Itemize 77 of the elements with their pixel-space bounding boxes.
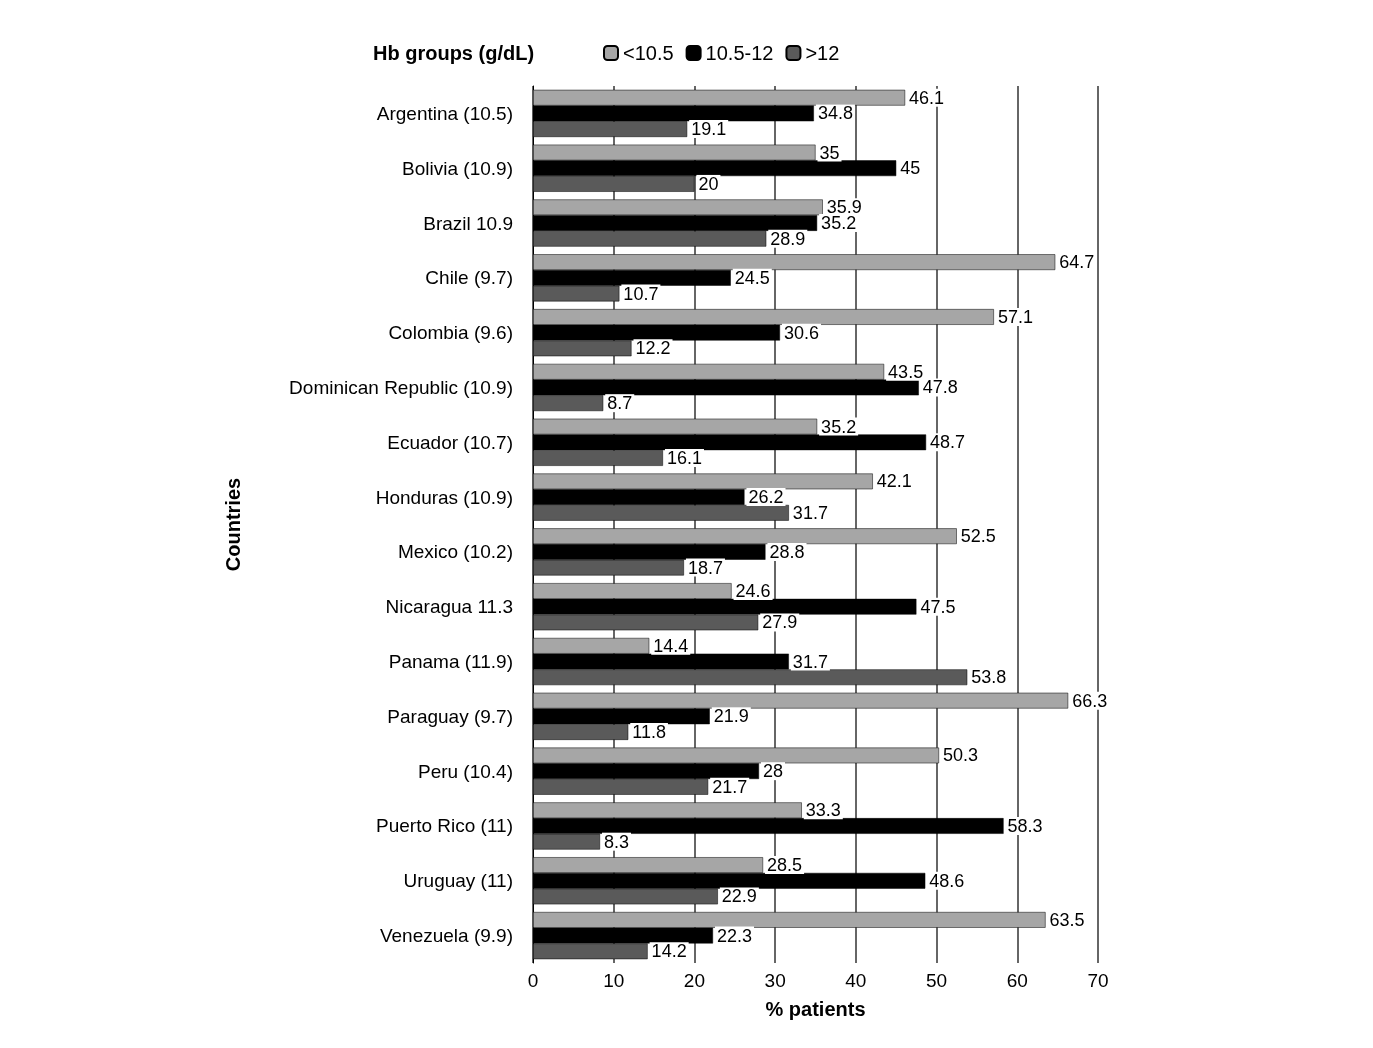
y-tick-label: Venezuela (9.9) (379, 925, 513, 947)
x-tick-label: 10 (603, 970, 625, 991)
data-label: 28 (763, 761, 784, 782)
data-label: 30.6 (783, 322, 820, 343)
y-tick-label: Peru (10.4) (417, 760, 513, 782)
data-label: 35 (819, 142, 840, 163)
data-label: 58.3 (1007, 815, 1043, 836)
legend-label: 10.5-12 (705, 42, 774, 64)
y-tick-label: Mexico (10.2) (397, 541, 513, 563)
data-label: 18.7 (687, 557, 723, 578)
y-axis-title: Countries (222, 477, 244, 572)
data-label: 57.1 (997, 306, 1033, 327)
x-tick-label: 50 (926, 970, 948, 991)
data-label: 14.4 (653, 635, 689, 656)
data-label: 12.2 (635, 338, 671, 359)
x-tick-label: 70 (1087, 970, 1109, 991)
data-label: 31.7 (792, 502, 828, 523)
data-label: 47.8 (922, 377, 958, 398)
x-tick-label: 20 (683, 970, 705, 991)
data-label: 19.1 (691, 119, 727, 140)
x-tick-label: 30 (764, 970, 786, 991)
y-tick-label: Puerto Rico (11) (376, 815, 513, 837)
y-tick-label: Argentina (10.5) (376, 102, 513, 124)
y-tick-label: Dominican Republic (10.9) (289, 376, 513, 398)
data-label: 26.2 (748, 487, 784, 508)
data-label: 47.5 (920, 596, 956, 617)
y-tick-label: Bolivia (10.9) (402, 157, 513, 179)
data-label: 33.3 (805, 800, 841, 821)
y-tick-label: Uruguay (11) (403, 870, 513, 892)
y-tick-label: Brazil 10.9 (423, 212, 513, 234)
data-label: 35.2 (821, 416, 857, 437)
data-label: 53.8 (971, 667, 1007, 688)
legend-label: <10.5 (623, 42, 674, 64)
data-label: 27.9 (762, 612, 798, 633)
y-tick-label: Ecuador (10.7) (387, 431, 513, 453)
data-label: 24.6 (735, 581, 771, 602)
data-label: 64.7 (1059, 252, 1095, 273)
data-label: 21.7 (712, 776, 748, 797)
y-tick-label: Panama (11.9) (388, 651, 513, 673)
y-tick-label: Honduras (10.9) (375, 486, 513, 508)
data-label: 28.5 (767, 855, 803, 876)
data-label: 8.3 (603, 831, 630, 852)
x-tick-label: 60 (1006, 970, 1028, 991)
data-label: 21.9 (713, 706, 749, 727)
data-label: 35.2 (821, 213, 857, 234)
data-label: 14.2 (651, 941, 687, 962)
data-label: 31.7 (792, 651, 828, 672)
y-tick-label: Chile (9.7) (425, 267, 513, 289)
data-label: 43.5 (888, 361, 924, 382)
data-label: 11.8 (632, 722, 666, 743)
x-axis-title: % patients (765, 998, 866, 1020)
data-label: 50.3 (942, 745, 979, 766)
data-label: 34.8 (817, 103, 853, 124)
legend-label: >12 (805, 42, 840, 64)
y-tick-label: Nicaragua 11.3 (385, 596, 513, 618)
data-label: 46.1 (909, 87, 945, 108)
y-tick-label: Paraguay (9.7) (387, 705, 513, 727)
data-label: 66.3 (1072, 690, 1108, 711)
data-label: 28.9 (770, 228, 806, 249)
x-tick-label: 40 (845, 970, 867, 991)
data-label: 48.6 (929, 870, 965, 891)
data-label: 22.3 (716, 925, 753, 946)
data-label: 24.5 (734, 267, 770, 288)
data-label: 16.1 (666, 447, 702, 468)
x-tick-label: 0 (527, 970, 539, 991)
data-label: 28.8 (769, 541, 805, 562)
y-tick-label: Colombia (9.6) (388, 322, 513, 344)
data-label: 45 (900, 158, 921, 179)
data-label: 10.7 (623, 283, 659, 304)
legend-title: Hb groups (g/dL) (373, 42, 535, 64)
data-label: 8.7 (607, 393, 633, 414)
data-label: 63.5 (1049, 909, 1085, 930)
data-label: 22.9 (721, 886, 757, 907)
data-label: 20 (698, 173, 719, 194)
data-label: 48.7 (930, 432, 966, 453)
data-label: 42.1 (876, 471, 912, 492)
data-label: 52.5 (960, 526, 996, 547)
